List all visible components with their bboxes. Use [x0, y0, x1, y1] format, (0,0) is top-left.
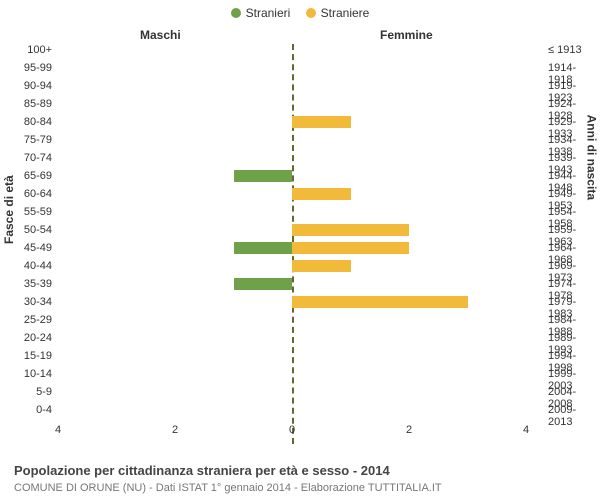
bar-male	[234, 242, 293, 254]
age-label: 45-49	[0, 242, 52, 254]
legend-item-male: Stranieri	[231, 6, 291, 20]
birth-year-label: 2009-2013	[548, 404, 600, 428]
age-label: 75-79	[0, 134, 52, 146]
age-label: 100+	[0, 44, 52, 56]
x-tick-label: 4	[55, 424, 61, 436]
bar-female	[292, 296, 468, 308]
age-label: 25-29	[0, 314, 52, 326]
chart-title: Popolazione per cittadinanza straniera p…	[14, 463, 390, 478]
x-tick-label: 2	[172, 424, 178, 436]
bar-male	[234, 278, 293, 290]
age-label: 15-19	[0, 350, 52, 362]
legend-item-female: Straniere	[306, 6, 370, 20]
legend-label-male: Stranieri	[246, 6, 291, 20]
x-tick-label: 0	[289, 424, 295, 436]
column-title-male: Maschi	[140, 28, 181, 42]
birth-year-label: ≤ 1913	[548, 44, 600, 56]
age-label: 60-64	[0, 188, 52, 200]
age-label: 10-14	[0, 368, 52, 380]
chart-plot-area	[58, 44, 526, 444]
age-label: 70-74	[0, 152, 52, 164]
bar-female	[292, 188, 351, 200]
age-label: 20-24	[0, 332, 52, 344]
age-label: 65-69	[0, 170, 52, 182]
bar-female	[292, 116, 351, 128]
column-title-female: Femmine	[380, 28, 433, 42]
chart-subtitle: COMUNE DI ORUNE (NU) - Dati ISTAT 1° gen…	[14, 482, 442, 494]
age-label: 55-59	[0, 206, 52, 218]
bar-female	[292, 224, 409, 236]
age-label: 30-34	[0, 296, 52, 308]
bar-male	[234, 170, 293, 182]
age-label: 85-89	[0, 98, 52, 110]
chart-legend: Stranieri Straniere	[0, 6, 600, 21]
age-label: 35-39	[0, 278, 52, 290]
age-label: 95-99	[0, 62, 52, 74]
x-tick-label: 2	[406, 424, 412, 436]
bar-female	[292, 242, 409, 254]
x-tick-label: 4	[523, 424, 529, 436]
age-label: 5-9	[0, 386, 52, 398]
age-label: 90-94	[0, 80, 52, 92]
legend-label-female: Straniere	[321, 6, 370, 20]
age-label: 80-84	[0, 116, 52, 128]
legend-swatch-male	[231, 8, 241, 18]
age-label: 0-4	[0, 404, 52, 416]
age-label: 50-54	[0, 224, 52, 236]
bar-female	[292, 260, 351, 272]
legend-swatch-female	[306, 8, 316, 18]
age-label: 40-44	[0, 260, 52, 272]
